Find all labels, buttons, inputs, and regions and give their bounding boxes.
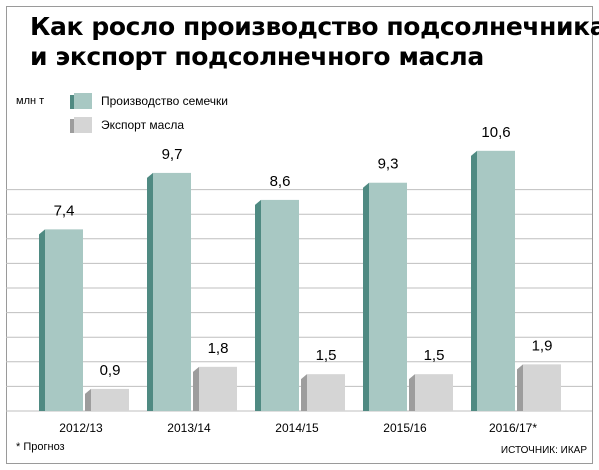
legend-swatch-export — [70, 117, 92, 133]
footnote: * Прогноз — [16, 441, 65, 453]
x-tick-label: 2012/13 — [59, 421, 103, 435]
export-bar — [199, 366, 237, 411]
export-bar-side — [517, 364, 523, 411]
legend-swatch-production — [70, 93, 92, 109]
production-bar — [477, 150, 515, 411]
x-tick-label: 2016/17* — [489, 421, 537, 435]
swatch-face — [74, 117, 92, 133]
export-bar-side — [193, 366, 199, 411]
x-tick-label: 2013/14 — [167, 421, 211, 435]
legend-label-production: Производство семечки — [101, 94, 228, 108]
production-bar — [153, 172, 191, 411]
production-bar-side — [255, 199, 261, 411]
production-value-label: 8,6 — [270, 173, 291, 190]
production-bar — [261, 199, 299, 411]
swatch-face — [74, 93, 92, 109]
production-bar-side — [39, 229, 45, 411]
export-value-label: 1,5 — [316, 347, 337, 364]
export-value-label: 1,9 — [532, 337, 553, 354]
unit-label: млн т — [16, 95, 45, 107]
production-bar-side — [363, 182, 369, 411]
production-value-label: 9,3 — [378, 156, 399, 173]
export-value-label: 1,8 — [208, 340, 229, 357]
export-bar-side — [85, 388, 91, 411]
production-bar-side — [147, 172, 153, 411]
export-bar-side — [301, 374, 307, 411]
export-bar-side — [409, 374, 415, 411]
export-bar — [91, 388, 129, 411]
production-value-label: 10,6 — [481, 124, 510, 141]
production-bar — [369, 182, 407, 411]
production-value-label: 9,7 — [162, 146, 183, 163]
production-bar — [45, 229, 83, 411]
export-bar — [307, 374, 345, 411]
swatch-side — [70, 119, 74, 133]
production-value-label: 7,4 — [54, 202, 75, 219]
x-tick-label: 2015/16 — [383, 421, 427, 435]
export-value-label: 1,5 — [424, 347, 445, 364]
legend-item-export: Экспорт масла — [70, 115, 184, 135]
title-line-2: и экспорт подсолнечного масла — [30, 42, 484, 71]
export-bar — [523, 364, 561, 411]
title-line-1: Как росло производство подсолнечника — [30, 12, 599, 41]
chart-title: Как росло производство подсолнечника и э… — [30, 12, 599, 72]
swatch-side — [70, 95, 74, 109]
legend-item-production: Производство семечки — [70, 91, 228, 111]
x-tick-label: 2014/15 — [275, 421, 319, 435]
source-label: ИСТОЧНИК: ИКАР — [500, 445, 587, 456]
legend-label-export: Экспорт масла — [101, 118, 185, 132]
production-bar-side — [471, 150, 477, 411]
export-value-label: 0,9 — [100, 362, 121, 379]
export-bar — [415, 374, 453, 411]
